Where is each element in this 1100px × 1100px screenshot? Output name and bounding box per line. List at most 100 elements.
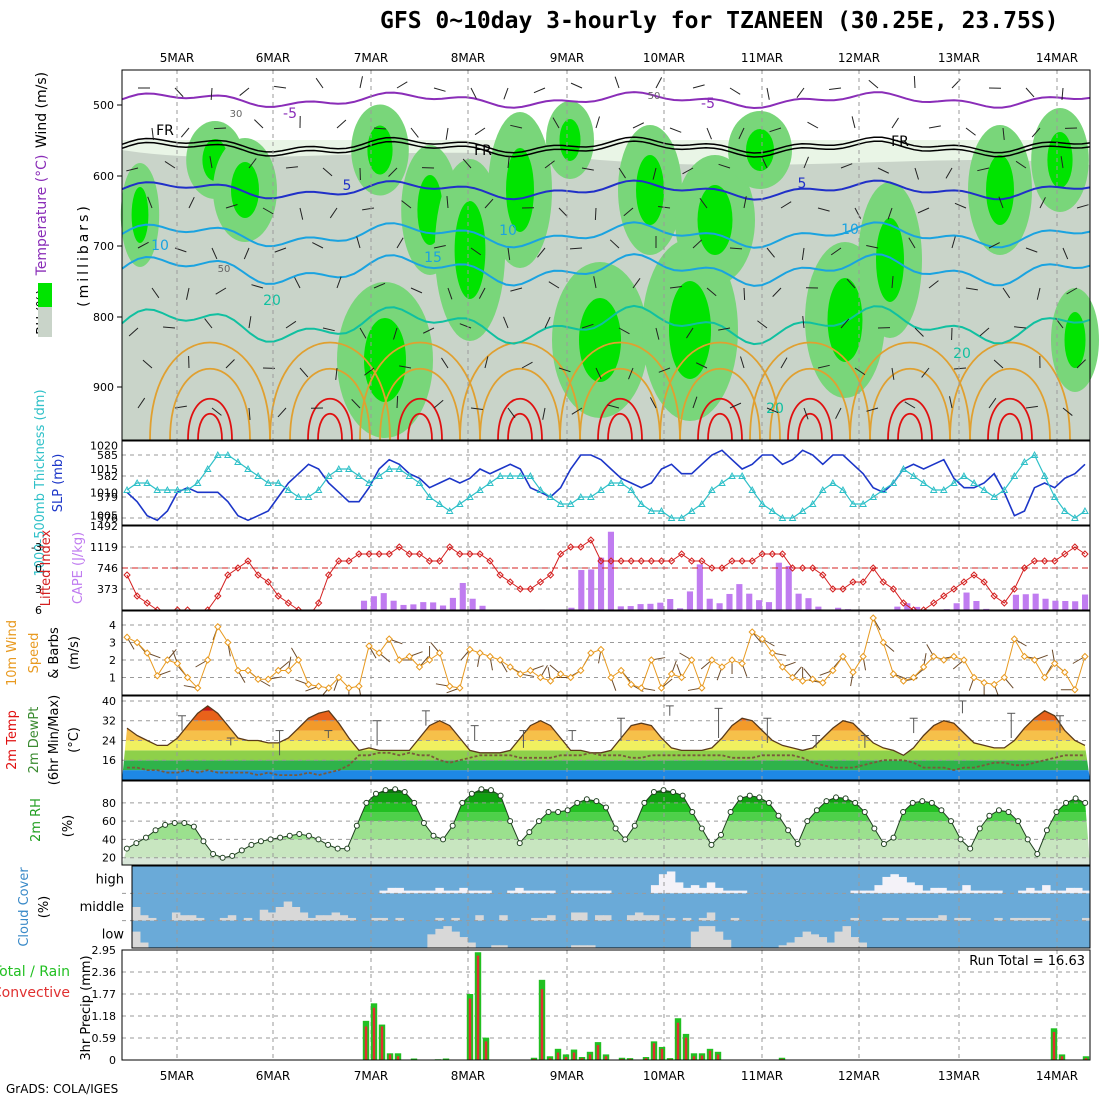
wind-marker-94 — [1071, 686, 1079, 694]
cloud-high-cell-106 — [978, 890, 987, 894]
thickness-tick-label-3: 576 — [97, 512, 118, 525]
wind-marker-89 — [1020, 652, 1029, 661]
wind-tick-label-1: 3 — [109, 637, 116, 650]
top-date-label-3: 8MAR — [451, 51, 486, 65]
cloud-middle-cell-63 — [634, 912, 644, 921]
cloud-middle-cell-17 — [267, 912, 277, 921]
cape-bar-4 — [400, 604, 407, 610]
lifted-index-marker-84 — [970, 571, 978, 579]
cloud-low-cell-71 — [698, 926, 708, 948]
precip-conv-bar-57 — [580, 1058, 584, 1060]
lifted-index-marker-40 — [526, 585, 535, 593]
thickness-marker-46 — [587, 492, 595, 500]
upper-wind-barb-2-15 — [682, 167, 694, 175]
upper-wind-barb-2-4 — [285, 166, 298, 169]
rh-tick-label-3: 20 — [102, 852, 116, 865]
upper-wind-barb-1-23 — [1002, 127, 1005, 140]
wind-marker-53 — [657, 684, 666, 692]
warm-contour-3-2 — [497, 398, 543, 441]
thickness-marker-94 — [1071, 513, 1079, 521]
lifted-index-marker-95 — [1081, 550, 1089, 558]
rh-marker-68 — [775, 812, 782, 819]
cape-bar-12 — [479, 605, 486, 610]
upper-wind-barb-7-0 — [142, 359, 153, 369]
temp-tick-label-3: 16 — [102, 754, 116, 767]
lifted-index-marker-63 — [758, 550, 766, 558]
bottom-date-label-1: 6MAR — [256, 1069, 291, 1083]
precip-conv-bar-31 — [372, 1007, 376, 1060]
wind-marker-75 — [879, 638, 887, 647]
thickness-marker-35 — [476, 485, 484, 493]
rh-marker-85 — [938, 807, 945, 814]
wind-marker-57 — [698, 684, 706, 692]
warm-contour-4-3 — [607, 412, 633, 441]
precip-conv-bar-72 — [700, 1055, 704, 1060]
wind-marker-38 — [506, 663, 514, 671]
cloud-middle-cell-113 — [1034, 917, 1043, 921]
top-date-label-0: 5MAR — [160, 51, 195, 65]
lifted-index-marker-54 — [667, 557, 676, 565]
isotherm-fr-b — [121, 140, 1091, 158]
rh-marker-14 — [257, 838, 264, 845]
upper-wind-barb-3-6 — [362, 207, 375, 211]
cloud-high-cell-112 — [1026, 887, 1035, 894]
thickness-tick-label-0: 585 — [97, 449, 118, 462]
upper-wind-barb-5-2 — [215, 287, 227, 295]
cloud-low-cell-70 — [690, 931, 700, 948]
rh-marker-21 — [325, 841, 332, 848]
rh-marker-72 — [813, 807, 820, 814]
temp-axis-label-0: 2m Temp — [5, 710, 20, 770]
lifted-index-marker-87 — [1000, 599, 1008, 607]
lifted-index-marker-49 — [617, 557, 625, 565]
cloud-high-cell-95 — [890, 874, 899, 894]
lifted-index-marker-68 — [809, 564, 817, 572]
cape-bar-33 — [756, 600, 763, 610]
upper-wind-barb-3-24 — [1039, 197, 1046, 209]
thickness-marker-91 — [1040, 471, 1049, 479]
wind-marker-15 — [274, 666, 282, 675]
warm-contour-3-1 — [479, 368, 561, 441]
rh-marker-82 — [909, 799, 916, 806]
rh-marker-57 — [670, 788, 677, 795]
wind-tick-label-2: 2 — [109, 654, 116, 667]
wind-marker-79 — [919, 663, 928, 671]
cloud-middle-cell-69 — [682, 917, 692, 921]
upper-wind-barb-7-19 — [854, 367, 866, 376]
cape-bar-39 — [815, 606, 822, 610]
cape-bar-20 — [627, 606, 634, 610]
thickness-marker-75 — [879, 485, 888, 493]
lifted-index-marker-31 — [435, 557, 444, 565]
rh-marker-70 — [794, 841, 801, 847]
temperature-line — [126, 705, 1086, 757]
upper-wind-barb-3-15 — [699, 197, 708, 209]
cloud-high-cell-118 — [1074, 887, 1083, 894]
temp-tick-label-2: 24 — [102, 734, 116, 747]
wind-marker-77 — [899, 677, 908, 685]
upper-wind-barb-1-2 — [213, 127, 227, 130]
lifted-tick-label-3: 6 — [35, 604, 42, 617]
lifted-index-marker-90 — [1030, 557, 1039, 565]
cloud-low-cell-56 — [579, 945, 588, 948]
upper-wind-barb-2-7 — [388, 167, 398, 177]
cloud-high-cell-34 — [403, 890, 412, 894]
upper-wind-barb-4-16 — [729, 247, 743, 250]
warm-contour-4-2 — [597, 398, 643, 441]
upper-wind-barb-0-1 — [174, 87, 184, 98]
upper-wind-barb-1-18 — [807, 121, 819, 129]
precip-conv-bar-53 — [548, 1058, 552, 1060]
upper-wind-barb-1-0 — [151, 127, 154, 140]
upper-wind-barb-7-8 — [441, 357, 449, 369]
lifted-index-marker-37 — [496, 571, 504, 579]
lifted-index-marker-42 — [546, 571, 555, 579]
cloud-high-cell-94 — [882, 876, 891, 894]
thickness-axis-label: 1000-500mb Thickness (dm) — [33, 389, 48, 576]
wind-marker-78 — [909, 673, 918, 682]
wind-marker-6 — [183, 673, 192, 682]
cloud-high-cell-68 — [674, 882, 684, 894]
rh-marker-59 — [689, 809, 696, 816]
thickness-marker-30 — [425, 492, 434, 500]
upper-wind-barb-4-20 — [866, 245, 879, 249]
upper-wind-barb-3-20 — [887, 207, 893, 220]
cape-bar-37 — [795, 593, 802, 610]
rh-marker-20 — [315, 836, 322, 843]
